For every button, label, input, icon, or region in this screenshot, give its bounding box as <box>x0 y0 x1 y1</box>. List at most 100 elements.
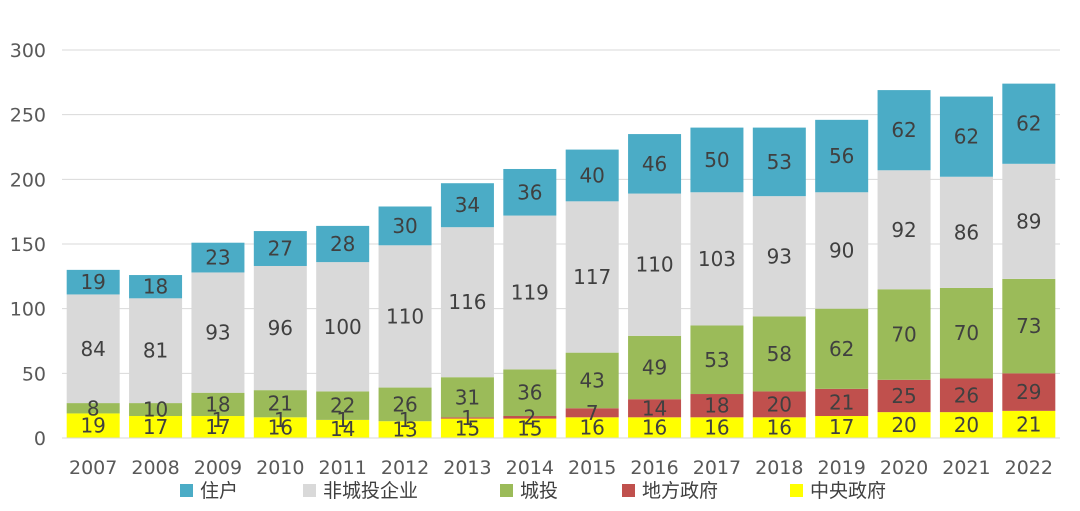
data-label: 110 <box>386 304 424 328</box>
legend: 住户 非城投企业 城投 地方政府 中央政府 <box>180 480 886 502</box>
data-label: 16 <box>767 416 792 440</box>
bar-segment <box>253 265 307 391</box>
data-label: 14 <box>330 417 355 441</box>
data-label: 116 <box>448 290 486 314</box>
data-label: 84 <box>80 337 105 361</box>
bar-segment <box>939 96 993 177</box>
data-label: 40 <box>579 163 604 187</box>
bar-segment <box>815 416 869 438</box>
data-label: 50 <box>704 148 729 172</box>
bar-segment <box>752 391 806 418</box>
bar-segment <box>191 416 245 438</box>
x-tick-label: 2012 <box>381 457 429 479</box>
data-label: 93 <box>767 244 792 268</box>
bar-segment <box>815 308 869 389</box>
bar-segment <box>378 245 432 388</box>
data-label: 1 <box>212 408 225 432</box>
bar-segment <box>939 287 993 379</box>
bar-segment <box>628 134 682 194</box>
bar-segment <box>1002 163 1056 279</box>
bar-segment <box>66 269 120 295</box>
bar-segment <box>565 149 619 202</box>
bar-segment <box>628 399 682 418</box>
data-label: 22 <box>330 394 355 418</box>
bar-segment <box>66 413 120 438</box>
bar-segment <box>440 183 494 228</box>
bar-segment <box>503 215 557 370</box>
x-tick-label: 2011 <box>319 457 367 479</box>
x-tick-label: 2009 <box>194 457 242 479</box>
legend-swatch <box>500 484 513 497</box>
data-label: 21 <box>1016 412 1041 436</box>
data-label: 93 <box>205 321 230 345</box>
data-label: 96 <box>268 316 293 340</box>
data-label: 1 <box>274 408 287 432</box>
data-label: 90 <box>829 238 854 262</box>
legend-label: 非城投企业 <box>323 480 418 502</box>
x-tick-label: 2021 <box>942 457 990 479</box>
data-label: 26 <box>954 383 979 407</box>
legend-label: 中央政府 <box>810 480 886 502</box>
bar-segment <box>253 417 307 438</box>
legend-label: 住户 <box>200 480 238 502</box>
bar-segment <box>316 225 370 263</box>
y-tick-label: 250 <box>10 105 46 127</box>
bar-segment <box>690 127 744 193</box>
bar-segment <box>815 192 869 309</box>
bar-segment <box>877 289 931 380</box>
bar-segment <box>440 418 494 438</box>
legend-swatch <box>180 484 193 497</box>
bar-segment <box>129 403 183 417</box>
bar-segment <box>378 421 432 438</box>
bar-segment <box>565 408 619 418</box>
y-tick-label: 100 <box>10 299 46 321</box>
data-labels: 19 17 17 16 14 13 15 15 16 16 16 16 17 20 20 211 2 7 14 18 2… <box>80 112 1041 442</box>
data-label: 8 <box>87 396 100 420</box>
data-label: 1 <box>461 406 474 430</box>
bar-segment <box>378 206 432 246</box>
data-label: 53 <box>704 348 729 372</box>
x-tick-label: 2016 <box>630 457 678 479</box>
bar-segment <box>1002 278 1056 374</box>
data-label: 86 <box>954 220 979 244</box>
data-label: 1 <box>336 408 349 432</box>
bar-segment <box>191 272 245 393</box>
data-label: 23 <box>205 246 230 270</box>
data-label: 17 <box>205 415 230 439</box>
bar-segment <box>503 369 557 417</box>
bar-segment <box>939 378 993 413</box>
data-label: 17 <box>143 415 168 439</box>
bar-segment <box>565 201 619 353</box>
legend-swatch <box>790 484 803 497</box>
bar-segment <box>503 416 557 419</box>
data-label: 62 <box>829 337 854 361</box>
x-tick-label: 2007 <box>69 457 117 479</box>
legend-swatch <box>303 484 316 497</box>
data-label: 14 <box>642 396 667 420</box>
data-label: 18 <box>205 392 230 416</box>
bar-segment <box>129 275 183 299</box>
x-tick-label: 2008 <box>131 457 179 479</box>
data-label: 31 <box>455 385 480 409</box>
bar-segment <box>253 390 307 418</box>
data-label: 62 <box>954 125 979 149</box>
x-tick-label: 2022 <box>1005 457 1053 479</box>
bar-segment <box>378 387 432 422</box>
data-label: 20 <box>891 413 916 437</box>
data-label: 119 <box>511 281 549 305</box>
bar-segment <box>440 417 494 419</box>
data-label: 18 <box>143 275 168 299</box>
data-label: 103 <box>698 247 736 271</box>
bar-segment <box>66 403 120 414</box>
x-tick-label: 2019 <box>818 457 866 479</box>
y-axis: 0 50 100 150 200 250 300 <box>10 40 46 450</box>
y-tick-label: 150 <box>10 234 46 256</box>
data-label: 34 <box>455 193 480 217</box>
data-label: 46 <box>642 152 667 176</box>
data-label: 56 <box>829 144 854 168</box>
bar-segment <box>129 416 183 438</box>
data-label: 26 <box>392 392 417 416</box>
bar-segment <box>565 352 619 409</box>
bar-segment <box>191 392 245 417</box>
data-label: 70 <box>954 321 979 345</box>
